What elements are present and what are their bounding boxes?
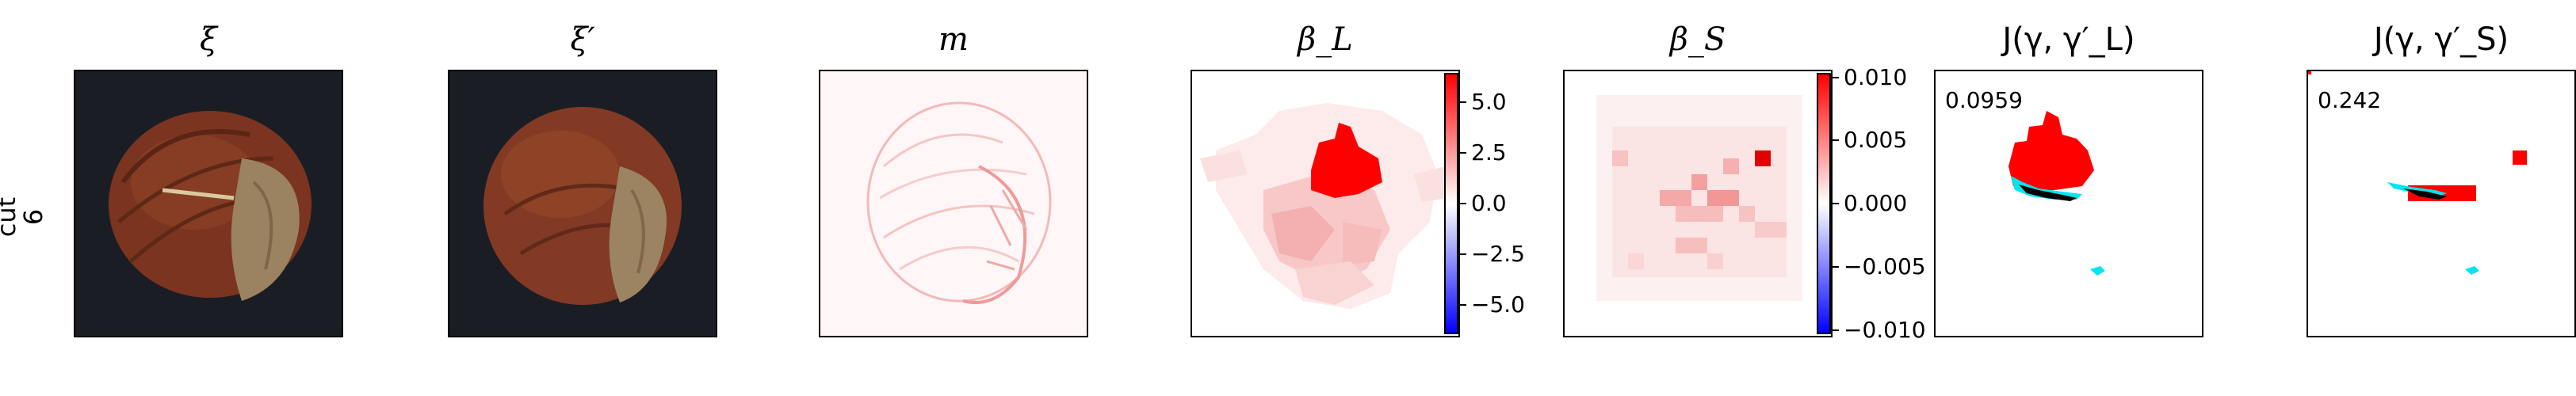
score-j-l: 0.0959 bbox=[1945, 87, 2023, 113]
panel-title-j-s: J(γ, γ′_S) bbox=[2373, 21, 2509, 58]
cbar-s-tick-1: 0.005 bbox=[1844, 127, 1908, 153]
colorbar-beta-l bbox=[1444, 73, 1458, 334]
panel-title-m: m bbox=[938, 21, 969, 58]
cbar-s-tick-0: 0.010 bbox=[1844, 64, 1908, 90]
beta-s-heatmap bbox=[1565, 71, 1831, 336]
heatmap-panel-beta-s bbox=[1563, 70, 1833, 337]
difference-map bbox=[820, 71, 1087, 336]
panel-title-beta-l: β_L bbox=[1298, 21, 1353, 58]
image-panel-m bbox=[819, 70, 1088, 337]
cbar-s-tick-4: −0.010 bbox=[1844, 317, 1926, 343]
row-label-line1: cut bbox=[0, 196, 21, 238]
overlay-panel-j-s: 0.242 bbox=[2307, 70, 2576, 337]
cbar-l-tick-4: −5.0 bbox=[1471, 291, 1525, 318]
image-panel-xi-prime bbox=[448, 70, 717, 337]
panel-title-xi-prime: ξ′ bbox=[570, 21, 595, 58]
hazelnut-image bbox=[449, 71, 716, 336]
colorbar-beta-s bbox=[1817, 73, 1831, 334]
cbar-s-tick-2: 0.000 bbox=[1844, 190, 1908, 216]
cbar-l-tick-1: 2.5 bbox=[1471, 139, 1507, 166]
overlay-panel-j-l: 0.0959 bbox=[1934, 70, 2203, 337]
panel-title-xi: ξ bbox=[199, 21, 218, 58]
row-label: cut 6 bbox=[0, 158, 48, 253]
row-label-line2: 6 bbox=[18, 208, 48, 226]
cbar-l-tick-3: −2.5 bbox=[1471, 241, 1525, 267]
j-l-overlay bbox=[2008, 111, 2105, 276]
cbar-s-tick-3: −0.005 bbox=[1844, 253, 1926, 280]
panel-title-j-l: J(γ, γ′_L) bbox=[2002, 21, 2135, 58]
j-s-overlay bbox=[2308, 71, 2527, 275]
hazelnut-image bbox=[75, 71, 342, 336]
heatmap-panel-beta-l bbox=[1191, 70, 1460, 337]
panel-title-beta-s: β_S bbox=[1669, 21, 1726, 58]
image-panel-xi bbox=[74, 70, 343, 337]
cbar-l-tick-2: 0.0 bbox=[1471, 190, 1507, 216]
beta-l-heatmap bbox=[1192, 71, 1458, 336]
cbar-l-tick-0: 5.0 bbox=[1471, 89, 1507, 115]
score-j-s: 0.242 bbox=[2318, 87, 2382, 113]
